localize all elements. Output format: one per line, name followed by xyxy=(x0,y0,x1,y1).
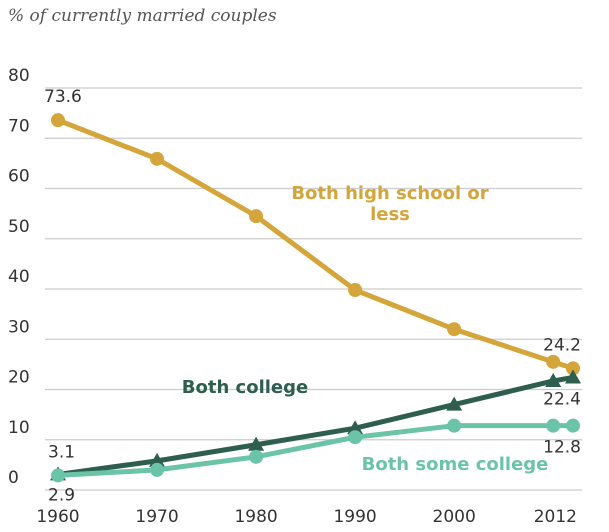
value-label: 73.6 xyxy=(44,87,82,107)
series-label: Both some college xyxy=(361,454,549,475)
marker xyxy=(150,151,165,166)
marker xyxy=(348,283,363,298)
marker xyxy=(348,430,363,445)
y-tick-label: 20 xyxy=(8,368,30,388)
value-label: 2.9 xyxy=(48,485,75,505)
y-tick-label: 70 xyxy=(8,116,30,136)
marker xyxy=(566,361,580,376)
y-tick-label: 50 xyxy=(8,217,30,237)
marker xyxy=(51,113,65,128)
value-label: 22.4 xyxy=(543,389,581,409)
marker xyxy=(51,468,65,483)
marker xyxy=(150,462,165,477)
value-label: 3.1 xyxy=(48,442,75,462)
marker xyxy=(447,418,462,433)
x-tick-label: 1990 xyxy=(333,507,376,527)
y-tick-label: 40 xyxy=(8,267,30,287)
x-tick-label: 1970 xyxy=(135,507,178,527)
y-tick-label: 60 xyxy=(8,167,30,187)
series-label: Both high school or less xyxy=(291,183,489,225)
marker xyxy=(149,452,166,467)
x-tick-label: 2000 xyxy=(433,507,476,527)
marker xyxy=(446,396,463,411)
marker xyxy=(447,322,462,337)
marker xyxy=(545,372,562,387)
marker xyxy=(249,449,264,464)
marker xyxy=(248,436,265,451)
marker xyxy=(546,418,561,433)
value-label: 12.8 xyxy=(543,438,581,458)
marker xyxy=(566,418,580,433)
marker xyxy=(546,354,561,369)
y-tick-label: 10 xyxy=(8,418,30,438)
x-tick-label: 2012 xyxy=(534,507,577,527)
marker xyxy=(347,420,364,435)
marker xyxy=(249,209,264,224)
value-label: 24.2 xyxy=(543,335,581,355)
series-label: Both college xyxy=(181,377,309,398)
y-tick-label: 30 xyxy=(8,317,30,337)
x-tick-label: 1980 xyxy=(234,507,277,527)
x-tick-label: 1960 xyxy=(36,507,79,527)
y-tick-label: 0 xyxy=(8,468,19,488)
y-tick-label: 80 xyxy=(8,66,30,86)
marker xyxy=(565,369,581,384)
subtitle: % of currently married couples xyxy=(8,6,277,26)
series-line xyxy=(57,117,574,371)
